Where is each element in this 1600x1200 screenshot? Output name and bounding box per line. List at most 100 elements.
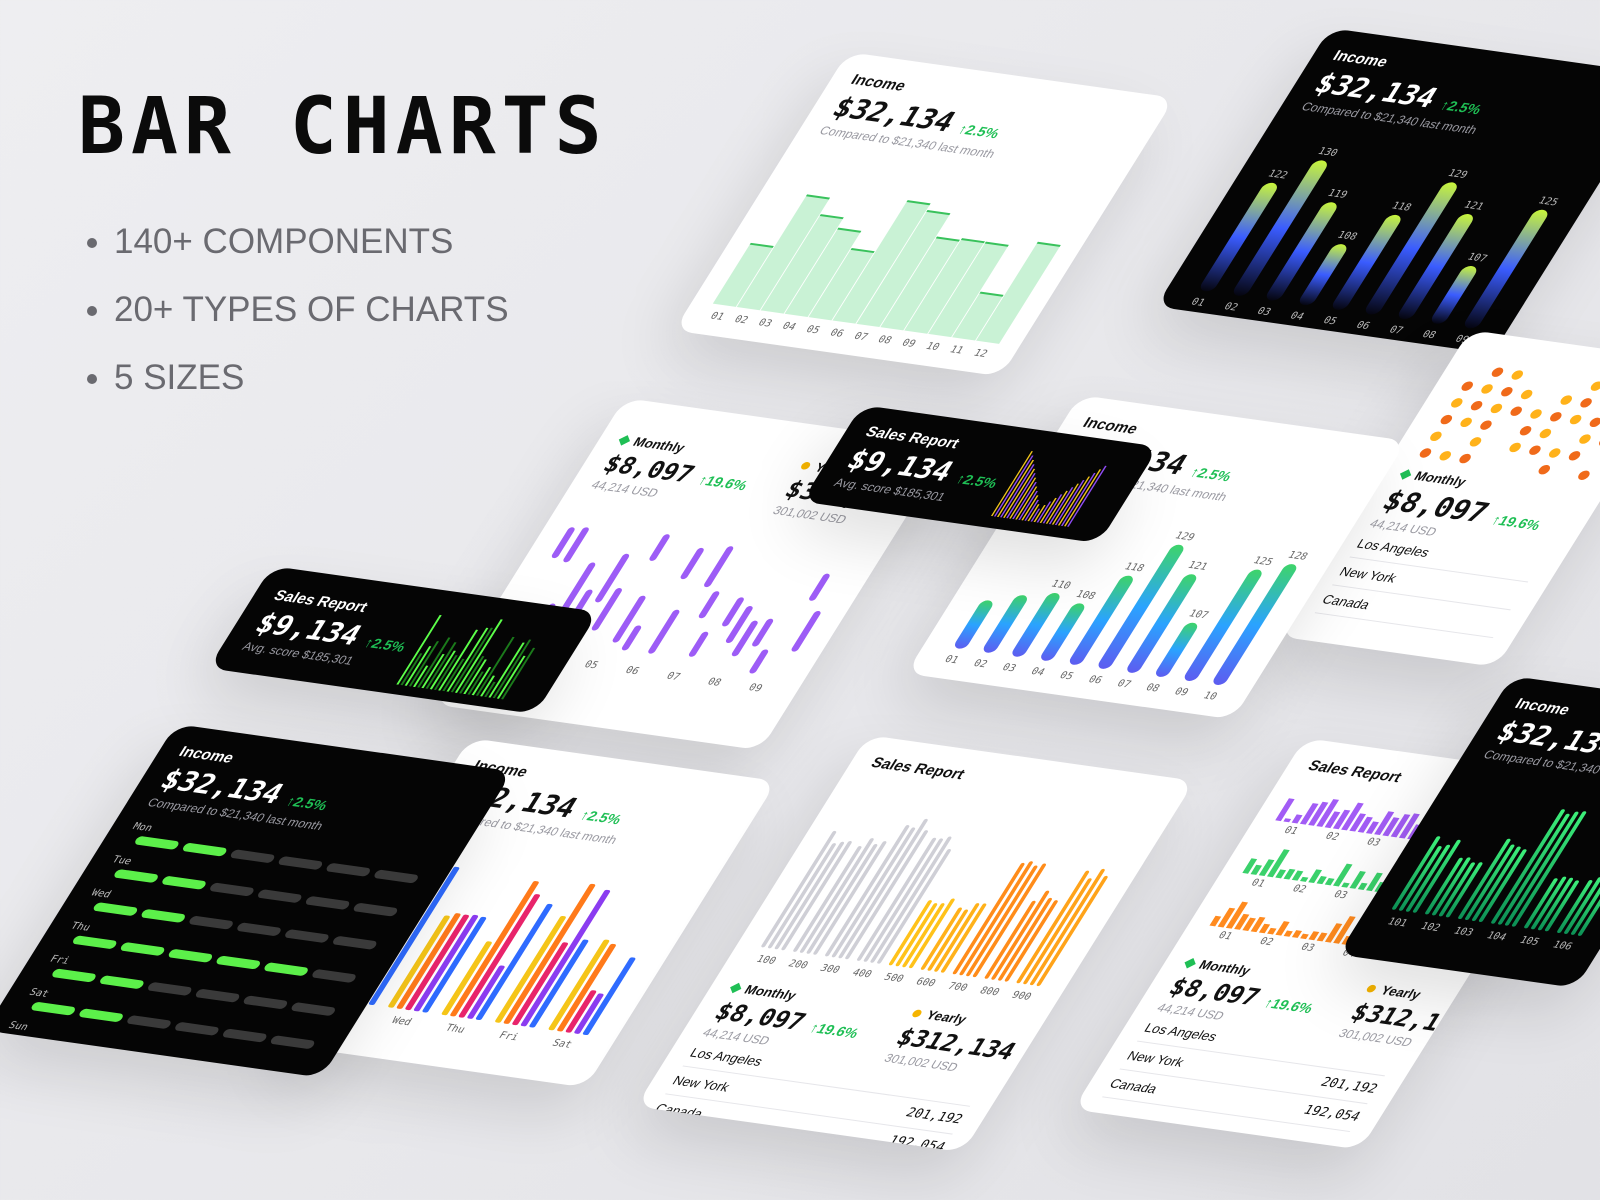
- bar: [1365, 182, 1457, 315]
- bar: [1300, 933, 1309, 940]
- row-label: Sun: [6, 1020, 31, 1033]
- bar: [1291, 870, 1304, 881]
- feature-list: 140+ COMPONENTS 20+ TYPES OF CHARTS 5 SIZE…: [92, 222, 509, 426]
- bar: [1465, 844, 1515, 921]
- bar: [1250, 864, 1263, 875]
- bar: [480, 675, 496, 697]
- x-tick-label: 105: [1517, 935, 1542, 948]
- label: Monthly: [1411, 468, 1470, 490]
- x-tick-label: 101: [1385, 916, 1410, 929]
- change: ↑2.5%: [361, 634, 410, 655]
- icon: [1365, 983, 1379, 993]
- label: Yearly: [1377, 982, 1425, 1002]
- x-tick-label: 04: [1029, 666, 1048, 678]
- bar: [752, 618, 774, 647]
- row-value: 192,054: [1300, 1103, 1363, 1125]
- segment: [291, 1002, 335, 1016]
- segment: [100, 975, 144, 989]
- dot: [1460, 417, 1472, 428]
- change: ↑19.6%: [695, 471, 751, 494]
- bar: [1021, 495, 1039, 521]
- bar: [1036, 501, 1052, 523]
- segment: [210, 882, 254, 896]
- bar: [1048, 487, 1074, 525]
- bar-edge: [926, 210, 951, 216]
- bar: [1412, 839, 1461, 913]
- block: Monthly $8,097 ↑19.6% 44,214 USD: [589, 427, 771, 511]
- bar: [808, 248, 875, 321]
- bar: [1341, 882, 1350, 888]
- x-tick-label: 01: [1282, 825, 1301, 837]
- bar-edge: [749, 242, 774, 248]
- label: Yearly: [923, 1007, 970, 1027]
- bar: [1478, 849, 1527, 922]
- bar: [1438, 862, 1475, 917]
- bar: [1015, 486, 1038, 520]
- bar: [1283, 818, 1292, 823]
- x-tick-label: 08: [1143, 682, 1162, 694]
- dot: [1490, 403, 1503, 414]
- bar: [1156, 622, 1198, 677]
- bar: [725, 606, 753, 643]
- bar: [1324, 811, 1341, 829]
- row-name: New York: [1124, 1048, 1188, 1070]
- x-tick-label: 02: [1323, 830, 1342, 842]
- segment: [189, 916, 233, 930]
- bar: [649, 534, 670, 561]
- bar: [1036, 875, 1108, 987]
- bar: [959, 861, 1033, 976]
- bar: [784, 228, 861, 317]
- x-tick-label: 06: [1354, 319, 1373, 331]
- change: ↑2.5%: [283, 792, 331, 814]
- icon: [1400, 468, 1412, 480]
- bar: [1045, 490, 1068, 524]
- x-tick-label: 02: [732, 314, 751, 326]
- segment: [168, 949, 213, 963]
- bar: [1018, 490, 1038, 521]
- bar: [809, 573, 830, 601]
- bar: [467, 671, 484, 695]
- bar: [712, 243, 774, 307]
- x-tick-label: 10: [923, 341, 942, 353]
- card: Income$32,134↑2.5%Compared to $21,340 la…: [0, 724, 513, 1078]
- bar: [1398, 214, 1473, 320]
- dot: [1579, 434, 1591, 444]
- bar: [1012, 593, 1060, 657]
- x-tick-label: Sat: [550, 1037, 575, 1050]
- bar: [520, 889, 611, 1027]
- dot: [1578, 470, 1590, 480]
- bar: [561, 562, 596, 611]
- value-label: 122: [1266, 168, 1291, 181]
- segment: [154, 1055, 198, 1069]
- dot: [1539, 428, 1552, 439]
- x-tick-label: 700: [945, 981, 970, 994]
- bar: [1332, 214, 1401, 310]
- bar: [1308, 801, 1329, 826]
- x-tick-label: 08: [1420, 329, 1439, 341]
- bar: [680, 547, 704, 580]
- segment: [333, 936, 377, 950]
- dot: [1430, 431, 1442, 441]
- row-name: Los Angeles: [1141, 1020, 1221, 1044]
- bar: [955, 600, 993, 649]
- bar: [1491, 809, 1565, 924]
- bar: [495, 915, 566, 1023]
- bar: [417, 637, 451, 688]
- bar: [1023, 878, 1092, 985]
- bar: [966, 865, 1038, 977]
- bar: [551, 527, 575, 559]
- bar: [799, 838, 874, 953]
- dot: [1509, 442, 1521, 453]
- x-tick-label: 400: [850, 967, 875, 980]
- x-tick-label: 01: [708, 310, 727, 322]
- bar-edge: [819, 214, 844, 220]
- segment: [243, 995, 288, 1009]
- x-tick-label: 900: [1009, 989, 1034, 1002]
- label: Monthly: [1195, 957, 1255, 979]
- dot: [1511, 370, 1524, 380]
- row-label: Thu: [68, 920, 93, 933]
- row-name: Canada: [1106, 1075, 1161, 1097]
- value-label: 125: [1251, 555, 1276, 568]
- bar: [396, 614, 442, 685]
